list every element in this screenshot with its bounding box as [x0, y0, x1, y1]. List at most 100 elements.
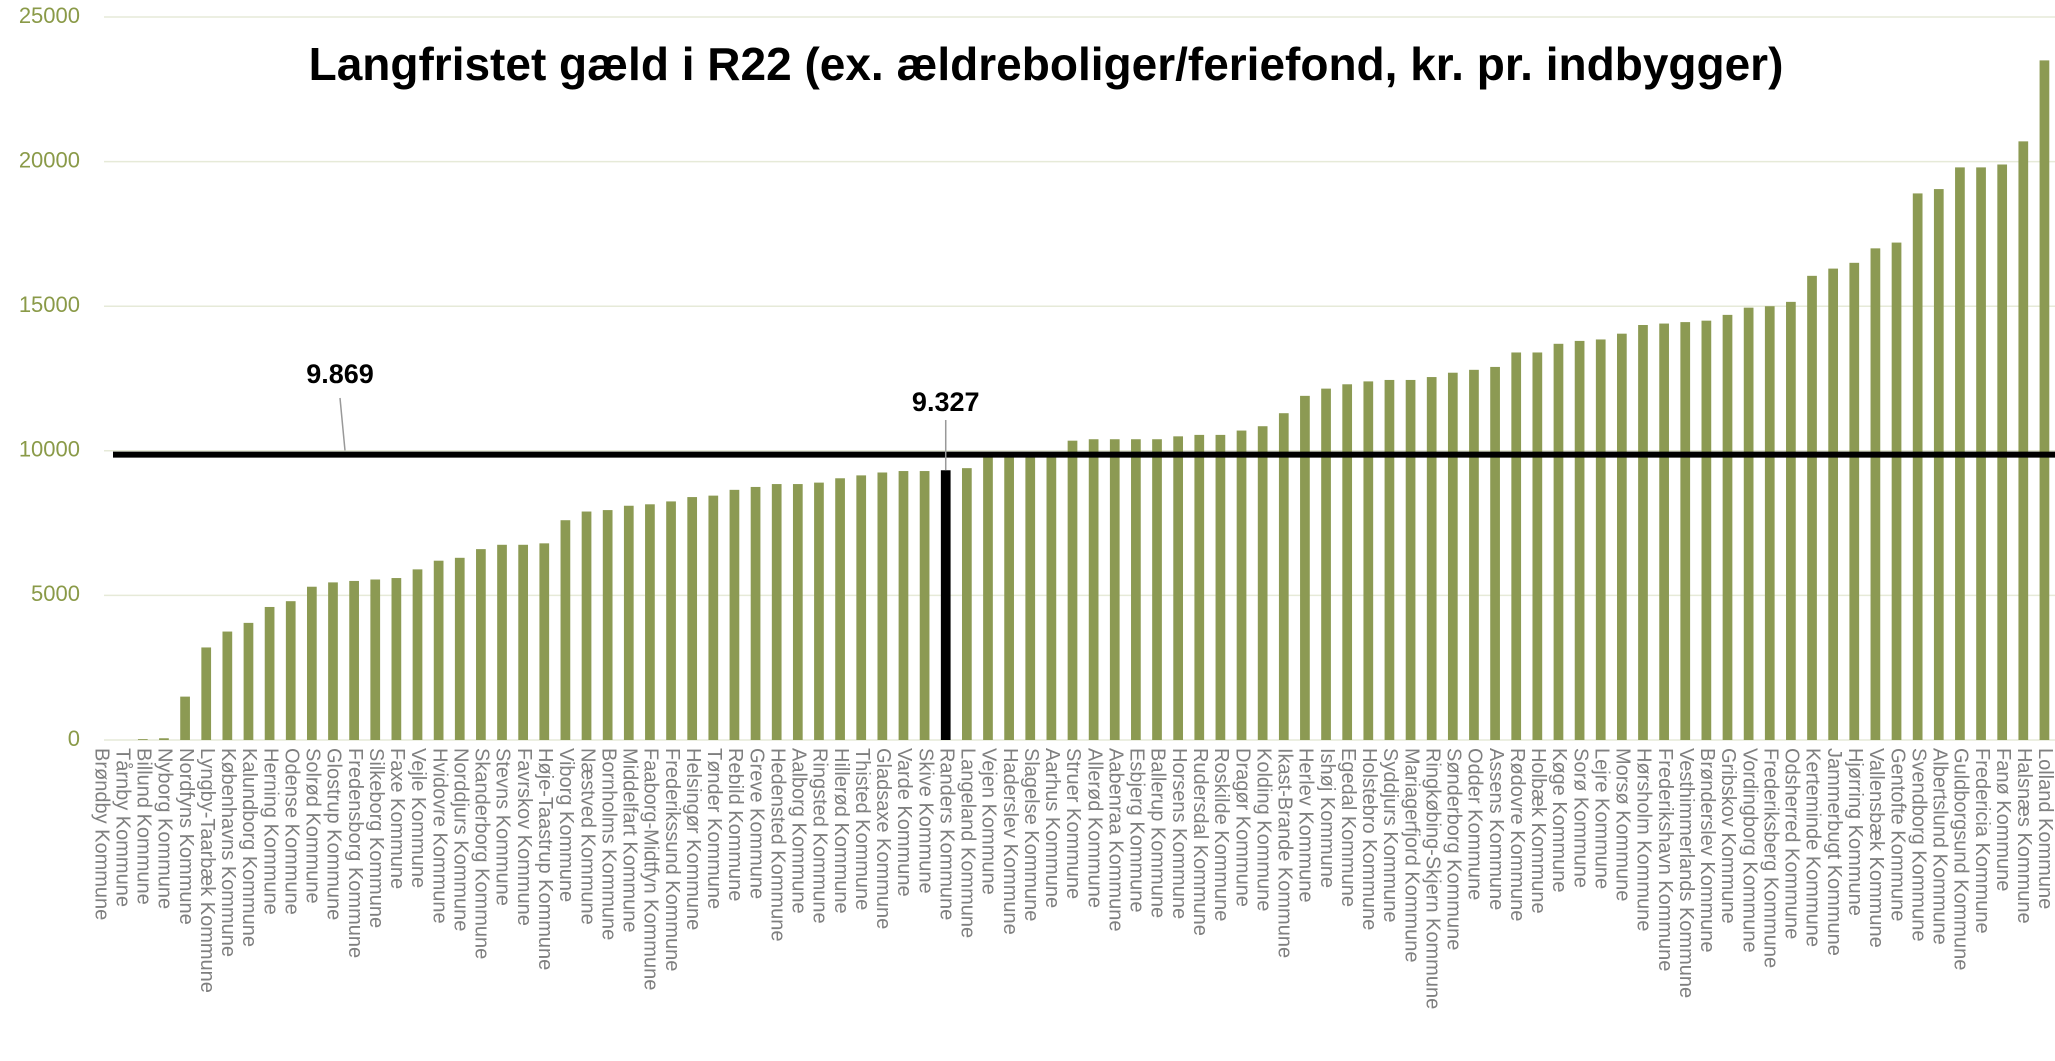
annotation: 9.869 — [306, 359, 374, 389]
bar — [814, 482, 824, 740]
x-tick-label: Vallensbæk Kommune — [1865, 748, 1887, 948]
bar — [729, 489, 740, 740]
bar — [835, 478, 845, 740]
x-tick-label: Ishøj Kommune — [1316, 748, 1338, 888]
x-tick-label: Sønderborg Kommune — [1443, 748, 1465, 950]
x-tick-label: Ikast-Brande Kommune — [1274, 748, 1296, 958]
bar — [623, 505, 634, 740]
x-tick-label: Herlev Kommune — [1295, 748, 1317, 903]
bar — [1638, 324, 1648, 740]
x-tick-label: Sorø Kommune — [1569, 748, 1591, 888]
x-tick-label: Hjørring Kommune — [1844, 748, 1866, 916]
bar — [2039, 60, 2050, 740]
bar — [961, 468, 972, 740]
bar — [940, 470, 951, 740]
bar — [877, 472, 888, 740]
bar — [349, 580, 359, 740]
x-tick-label: Rødovre Kommune — [1506, 748, 1528, 921]
x-tick-label: Odsherred Kommune — [1781, 748, 1803, 939]
x-tick-label: Fredensborg Kommune — [344, 748, 366, 958]
bar — [1025, 455, 1036, 740]
bar — [285, 601, 296, 740]
x-tick-label: Mariagerfjord Kommune — [1400, 748, 1422, 963]
x-tick-label: Nordfyns Kommune — [175, 748, 197, 925]
bar — [1828, 268, 1839, 740]
bar — [391, 578, 402, 740]
x-tick-label: Albertslund Kommune — [1929, 748, 1951, 945]
x-tick-label: Langeland Kommune — [957, 748, 979, 938]
bar — [1088, 439, 1099, 740]
x-tick-label: Greve Kommune — [745, 748, 767, 899]
bar — [1743, 307, 1754, 740]
bar — [983, 456, 993, 740]
x-tick-label: Aabenraa Kommune — [1104, 748, 1126, 931]
x-tick-label: Jammerbugt Kommune — [1823, 748, 1845, 956]
x-tick-label: Fredericia Kommune — [1971, 748, 1993, 934]
bar — [1236, 430, 1247, 740]
bar — [1595, 339, 1606, 740]
bar — [1152, 439, 1162, 740]
x-tick-label: Favrskov Kommune — [513, 748, 535, 926]
x-tick-label: Norddjurs Kommune — [449, 748, 471, 931]
x-tick-label: Ringsted Kommune — [809, 748, 831, 924]
x-tick-label: Halsnæs Kommune — [2013, 748, 2035, 924]
bar — [687, 497, 698, 740]
x-tick-label: Hvidovre Kommune — [428, 748, 450, 924]
bar — [497, 544, 507, 740]
x-tick-label: Lejre Kommune — [1590, 748, 1612, 889]
x-tick-label: Odense Kommune — [280, 748, 302, 915]
bar — [370, 579, 381, 740]
x-tick-label: Kolding Kommune — [1252, 748, 1274, 911]
x-tick-label: Billund Kommune — [133, 748, 155, 905]
bar — [1722, 314, 1733, 740]
x-tick-label: Faaborg-Midtfyn Kommune — [640, 748, 662, 990]
annotation: 9.327 — [912, 387, 980, 417]
bar — [476, 549, 486, 740]
x-tick-label: Silkeborg Kommune — [365, 748, 387, 928]
x-tick-label: Viborg Kommune — [555, 748, 577, 902]
bar — [856, 475, 867, 740]
bar — [792, 484, 803, 740]
bar — [581, 511, 592, 740]
bar — [518, 544, 529, 740]
x-tick-label: Frederiksberg Kommune — [1759, 748, 1781, 968]
bar — [201, 647, 212, 740]
bar — [1067, 440, 1078, 740]
bar — [919, 471, 930, 740]
bar — [1004, 455, 1014, 740]
bar — [1321, 388, 1331, 740]
x-tick-label: Hillerød Kommune — [830, 748, 852, 914]
x-tick-label: Guldborgsund Kommune — [1950, 748, 1972, 970]
x-tick-label: Hørsholm Kommune — [1633, 748, 1655, 931]
x-tick-label: Struer Kommune — [1062, 748, 1084, 899]
bar — [1933, 189, 1944, 741]
y-tick-label: 0 — [68, 726, 80, 751]
x-tick-label: Bornholms Kommune — [597, 748, 619, 940]
bar — [412, 569, 423, 740]
x-tick-label: Tønder Kommune — [703, 748, 725, 909]
bar — [1046, 453, 1057, 740]
x-tick-label: Glostrup Kommune — [323, 748, 345, 920]
x-tick-label: Slagelse Kommune — [1020, 748, 1042, 921]
bar — [306, 586, 317, 740]
bar — [771, 484, 782, 740]
bar — [1786, 301, 1796, 740]
bar — [1342, 384, 1353, 740]
bar — [666, 501, 676, 740]
x-tick-label: Middelfart Kommune — [619, 748, 641, 933]
x-tick-label: Roskilde Kommune — [1210, 748, 1232, 921]
x-tick-label: Høje-Taastrup Kommune — [534, 748, 556, 970]
x-tick-label: Odder Kommune — [1464, 748, 1486, 900]
bar — [159, 738, 169, 740]
x-tick-label: Vejle Kommune — [407, 748, 429, 888]
x-tick-label: Nyborg Kommune — [154, 748, 176, 909]
x-tick-label: Assens Kommune — [1485, 748, 1507, 910]
x-tick-label: Køge Kommune — [1548, 748, 1570, 893]
bar — [708, 495, 719, 740]
x-tick-label: Brøndby Kommune — [90, 748, 112, 920]
x-tick-label: Rebild Kommune — [724, 748, 746, 901]
bar — [1912, 193, 1923, 741]
x-tick-label: Herning Kommune — [259, 748, 281, 915]
x-tick-label: Gribskov Kommune — [1717, 748, 1739, 924]
